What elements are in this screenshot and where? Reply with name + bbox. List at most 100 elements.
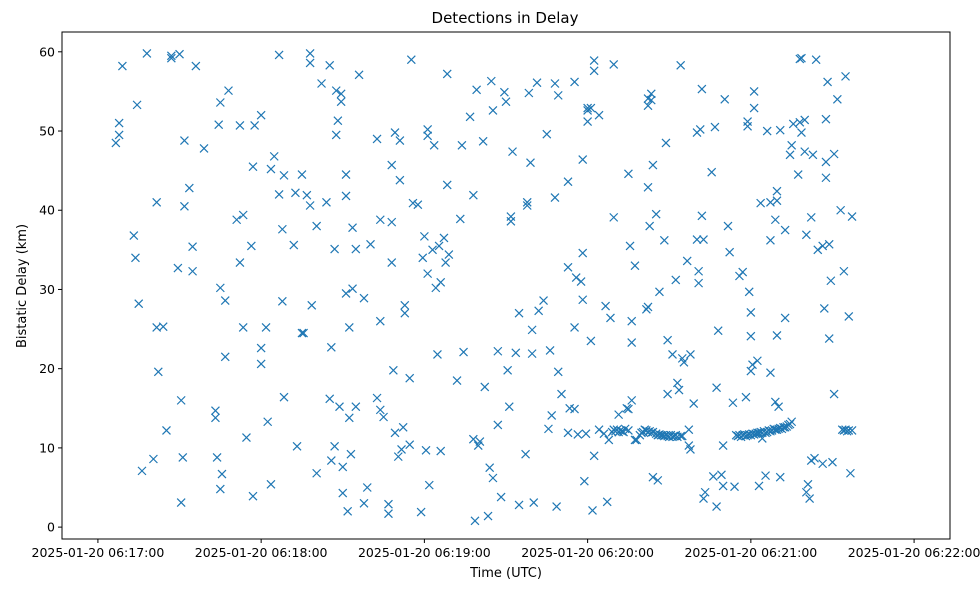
data-point (375, 316, 385, 326)
data-point (594, 110, 604, 120)
data-point (553, 90, 563, 100)
data-point (493, 346, 503, 356)
data-point (452, 376, 462, 385)
data-point (455, 214, 465, 224)
data-point (761, 471, 770, 481)
data-point (486, 76, 496, 86)
data-point (211, 413, 220, 423)
data-point (434, 241, 444, 251)
data-point (589, 56, 599, 65)
data-point (757, 433, 767, 443)
data-point (289, 240, 299, 250)
data-point (266, 479, 276, 489)
data-point (330, 244, 340, 254)
data-point (312, 221, 322, 231)
y-axis-label: Bistatic Delay (km) (15, 224, 30, 348)
data-point (428, 245, 437, 255)
data-point (676, 431, 686, 441)
data-point (336, 97, 346, 107)
data-point (646, 95, 656, 105)
data-point (581, 429, 591, 439)
data-point (811, 55, 821, 65)
data-point (671, 275, 681, 285)
data-point (419, 231, 429, 241)
data-point (400, 308, 410, 318)
data-point (180, 201, 189, 211)
data-point (828, 457, 837, 467)
data-point (134, 299, 144, 309)
data-point (748, 360, 757, 370)
data-point (305, 48, 315, 58)
data-point (643, 101, 653, 111)
data-point (578, 155, 588, 164)
data-point (684, 425, 694, 435)
data-point (379, 412, 388, 422)
data-point (712, 383, 721, 393)
data-point (153, 367, 163, 377)
data-point (606, 313, 615, 323)
data-point (602, 497, 612, 507)
y-tick-label: 0 (47, 520, 55, 535)
data-point (524, 88, 534, 98)
data-point (625, 241, 635, 251)
data-point (322, 197, 331, 207)
data-point (188, 242, 198, 252)
data-point (728, 398, 738, 408)
data-point (173, 263, 183, 273)
data-point (648, 160, 658, 170)
data-point (697, 211, 707, 221)
data-point (362, 483, 372, 492)
data-point (261, 323, 271, 332)
data-point (527, 325, 537, 335)
data-point (395, 175, 405, 185)
data-point (708, 471, 718, 481)
data-point (274, 50, 284, 60)
data-point (388, 365, 398, 375)
data-point (841, 71, 850, 81)
data-point (723, 221, 733, 231)
data-point (348, 284, 357, 294)
data-point (522, 197, 532, 207)
data-point (795, 117, 805, 127)
data-point (663, 389, 673, 399)
data-point (545, 346, 555, 355)
data-point (166, 51, 176, 61)
data-point (408, 198, 418, 208)
data-point (338, 462, 348, 472)
data-point (472, 85, 482, 95)
data-point (627, 338, 637, 347)
data-point (824, 334, 834, 344)
data-point (131, 253, 140, 263)
data-point (326, 456, 336, 465)
data-point (668, 349, 677, 359)
data-point (787, 417, 797, 427)
data-point (220, 352, 230, 362)
data-point (292, 441, 302, 451)
data-point (341, 191, 351, 201)
data-point (743, 121, 753, 131)
data-point (785, 150, 795, 160)
data-point (405, 440, 415, 450)
data-point (682, 256, 692, 266)
data-point (508, 147, 517, 157)
data-point (442, 69, 452, 79)
data-point (423, 269, 433, 279)
data-point (433, 349, 442, 359)
data-point (387, 160, 397, 170)
data-point (772, 186, 782, 196)
data-point (534, 306, 544, 316)
data-point (359, 498, 369, 508)
data-point (529, 498, 539, 507)
data-point (672, 378, 682, 388)
data-point (674, 385, 684, 395)
data-point (808, 150, 818, 160)
chart-title: Detections in Delay (432, 9, 579, 27)
data-point (847, 212, 857, 222)
data-point (624, 404, 633, 414)
data-point (326, 342, 336, 352)
y-tick-label: 50 (39, 124, 55, 139)
data-point (441, 258, 451, 267)
data-point (331, 86, 341, 96)
x-axis-ticks: 2025-01-20 06:17:00 2025-01-20 06:18:00 20… (32, 539, 980, 560)
